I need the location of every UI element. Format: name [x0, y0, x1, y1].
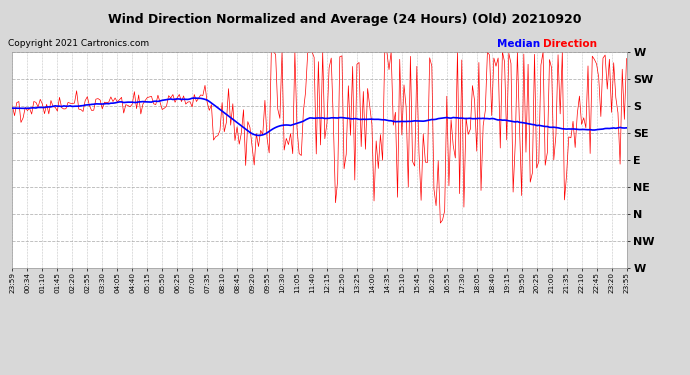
Text: Median: Median — [497, 39, 540, 50]
Text: Direction: Direction — [543, 39, 597, 50]
Text: Copyright 2021 Cartronics.com: Copyright 2021 Cartronics.com — [8, 39, 150, 48]
Text: Wind Direction Normalized and Average (24 Hours) (Old) 20210920: Wind Direction Normalized and Average (2… — [108, 13, 582, 26]
